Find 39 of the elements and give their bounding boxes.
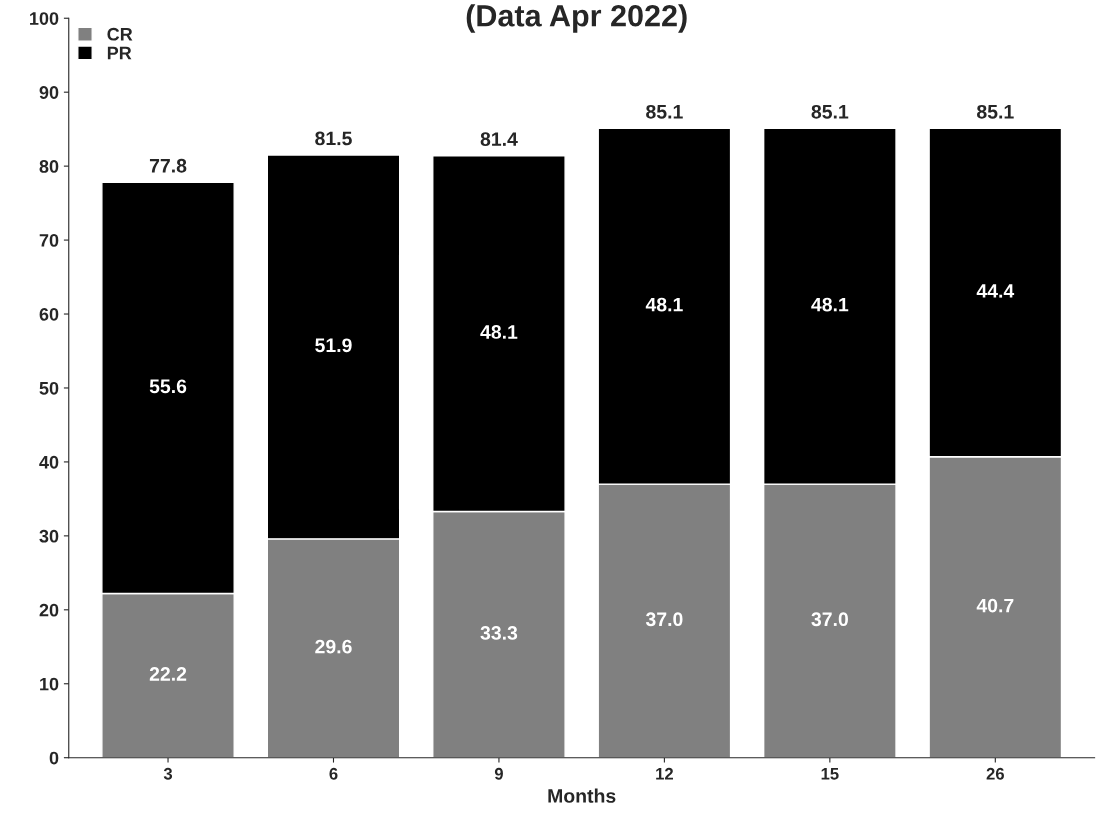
x-tick-label: 12 — [656, 767, 673, 780]
y-tick-label: 80 — [39, 160, 59, 173]
x-axis-title: Months — [548, 788, 616, 803]
data-label: 48.1 — [811, 297, 849, 312]
y-tick-label: 30 — [39, 529, 59, 543]
x-tick-label: 3 — [163, 767, 173, 780]
y-tick-label: 90 — [39, 86, 59, 99]
y-tick-label: 60 — [39, 307, 59, 321]
data-label: 33.3 — [480, 626, 518, 640]
total-label: 85.1 — [977, 104, 1014, 119]
total-label: 85.1 — [646, 104, 683, 119]
y-tick-label: 40 — [39, 455, 59, 469]
chart-title: (Data Apr 2022) — [466, 4, 687, 33]
x-tick-label: 26 — [986, 767, 1004, 780]
total-label: 81.5 — [315, 131, 352, 146]
total-label: 85.1 — [811, 104, 849, 119]
data-label: 40.7 — [976, 598, 1014, 613]
y-tick-label: 70 — [39, 234, 59, 247]
data-label: 22.2 — [149, 667, 187, 681]
y-tick-label: 50 — [39, 381, 59, 395]
y-tick-label: 100 — [30, 12, 59, 25]
y-tick-label: 0 — [49, 751, 59, 765]
total-label: 77.8 — [149, 158, 187, 173]
data-label: 55.6 — [149, 379, 187, 394]
y-tick-label: 20 — [39, 603, 59, 617]
total-label: 81.4 — [480, 132, 518, 147]
data-label: 37.0 — [811, 612, 848, 627]
legend-label: CR — [107, 27, 133, 41]
data-label: 29.6 — [315, 639, 352, 654]
x-tick-label: 6 — [329, 767, 338, 780]
x-tick-label: 15 — [821, 768, 839, 780]
y-tick-label: 10 — [40, 677, 59, 691]
x-tick-label: 9 — [494, 767, 503, 780]
data-label: 51.9 — [315, 338, 352, 353]
data-label: 37.0 — [645, 612, 683, 627]
legend-label: PR — [107, 46, 132, 60]
data-label: 48.1 — [645, 297, 683, 312]
data-label: 44.4 — [976, 284, 1015, 298]
data-label: 48.1 — [480, 325, 518, 339]
